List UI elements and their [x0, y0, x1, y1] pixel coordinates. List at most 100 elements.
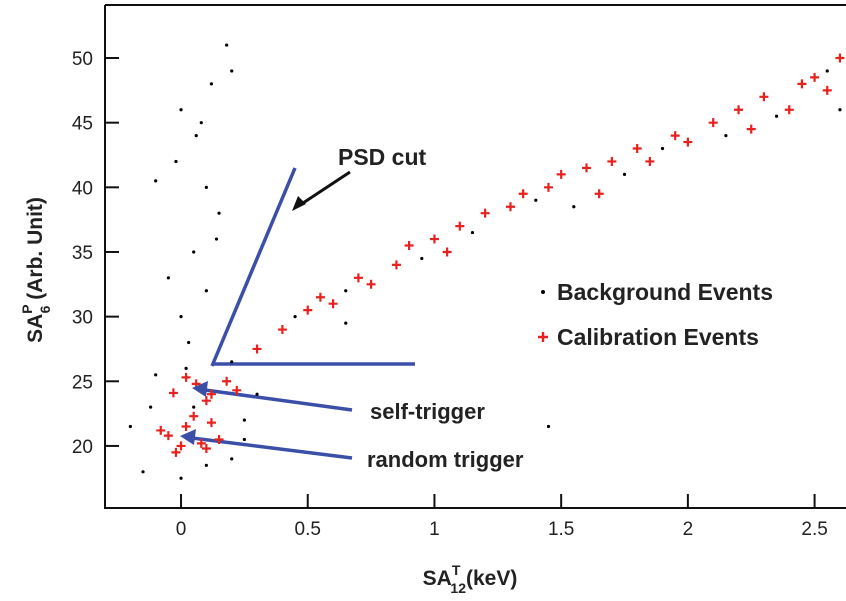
background-point	[194, 133, 198, 138]
background-point	[660, 146, 665, 151]
calibration-point	[196, 438, 206, 448]
calibration-point	[189, 411, 199, 421]
calibration-point	[366, 279, 376, 289]
background-point	[534, 198, 538, 202]
background-point	[174, 159, 178, 164]
x-label-sup: T	[452, 562, 461, 578]
x-axis-label: SAT 12(keV)	[423, 562, 518, 596]
background-point	[838, 108, 842, 112]
calibration-point	[670, 131, 680, 141]
calibration-point	[303, 305, 313, 315]
calibration-point	[328, 299, 338, 309]
arrow-line	[204, 388, 353, 412]
background-point	[293, 315, 297, 319]
arrows	[180, 170, 351, 445]
legend-marker	[538, 332, 548, 342]
background-point	[622, 172, 627, 176]
calibration-point	[645, 156, 655, 166]
calibration-point	[582, 163, 592, 173]
x-tick-label: 1	[429, 519, 440, 540]
background-point	[209, 82, 214, 86]
x-tick-label: 0.5	[295, 519, 321, 540]
calibration-point	[315, 292, 325, 302]
y-label-rest: (Arb. Unit)	[24, 197, 47, 305]
calibration-point	[835, 53, 845, 63]
background-point	[546, 424, 551, 429]
y-tick-label: 25	[72, 372, 93, 393]
background-point	[179, 315, 183, 319]
arrow-line	[191, 436, 353, 460]
y-label-sup: P	[19, 304, 35, 313]
legend-marker	[541, 290, 545, 294]
arrow-head	[180, 429, 196, 445]
y-label-sub: 6	[37, 305, 53, 313]
x-tick-label: 2	[683, 519, 694, 540]
calibration-point	[181, 372, 191, 382]
x-label-sub: 12	[450, 580, 466, 596]
background-point	[204, 185, 208, 189]
background-point	[774, 114, 779, 118]
background-point	[344, 289, 348, 293]
background-point	[192, 405, 196, 409]
calibration-point	[734, 105, 744, 115]
calibration-point	[277, 325, 287, 335]
calibration-point	[201, 444, 211, 454]
calibration-point	[222, 376, 232, 386]
y-tick-label: 40	[72, 178, 93, 199]
background-point	[184, 366, 188, 370]
calibration-point	[181, 422, 191, 432]
calibration-point	[518, 189, 528, 199]
annotation: PSD cut	[338, 144, 427, 170]
calibration-point	[156, 425, 166, 435]
calibration-point	[822, 85, 832, 95]
psd-cut-line	[210, 167, 297, 367]
background-point	[242, 418, 246, 422]
background-point	[179, 476, 183, 480]
calibration-point	[176, 441, 186, 451]
background-point	[141, 470, 145, 474]
y-tick-label: 50	[72, 49, 93, 70]
legend-label: Calibration Events	[557, 324, 759, 350]
background-point	[199, 121, 203, 125]
background-point	[179, 108, 183, 112]
background-point	[154, 179, 158, 183]
annotation: self-trigger	[370, 399, 485, 424]
calibration-point	[759, 92, 769, 102]
calibration-point	[543, 182, 553, 192]
arrow-head	[192, 381, 208, 397]
legend-label: Background Events	[557, 279, 773, 305]
calibration-point	[404, 241, 414, 251]
background-point	[192, 250, 196, 254]
background-point	[204, 463, 208, 467]
calibration-point	[214, 434, 224, 444]
y-tick-label: 45	[72, 114, 93, 135]
calibration-point	[708, 118, 718, 128]
background-point	[230, 69, 234, 73]
background-point	[128, 424, 132, 429]
background-point	[724, 133, 728, 138]
arrow-line	[299, 170, 351, 207]
background-point	[154, 373, 158, 377]
calibration-point	[455, 221, 465, 231]
calibration-point	[797, 79, 807, 89]
calibration-point	[353, 273, 363, 283]
calibration-point	[594, 189, 604, 199]
x-label-rest: (keV)	[466, 567, 517, 590]
background-point	[187, 340, 191, 345]
calibration-point	[232, 385, 242, 395]
calibration-point	[168, 388, 178, 398]
calibration-point	[171, 447, 181, 457]
background-point	[214, 237, 219, 241]
background-point	[470, 230, 475, 235]
y-tick-label: 35	[72, 243, 93, 264]
background-point	[825, 69, 829, 73]
y-label-base: SA	[24, 314, 47, 343]
background-point	[242, 437, 246, 442]
calibration-point	[206, 389, 216, 399]
background-point	[204, 289, 208, 293]
background-point	[166, 276, 170, 280]
calibration-point	[607, 156, 617, 166]
background-point	[217, 211, 221, 215]
x-tick-label: 0	[176, 519, 187, 540]
x-tick-label: 1.5	[548, 519, 574, 540]
